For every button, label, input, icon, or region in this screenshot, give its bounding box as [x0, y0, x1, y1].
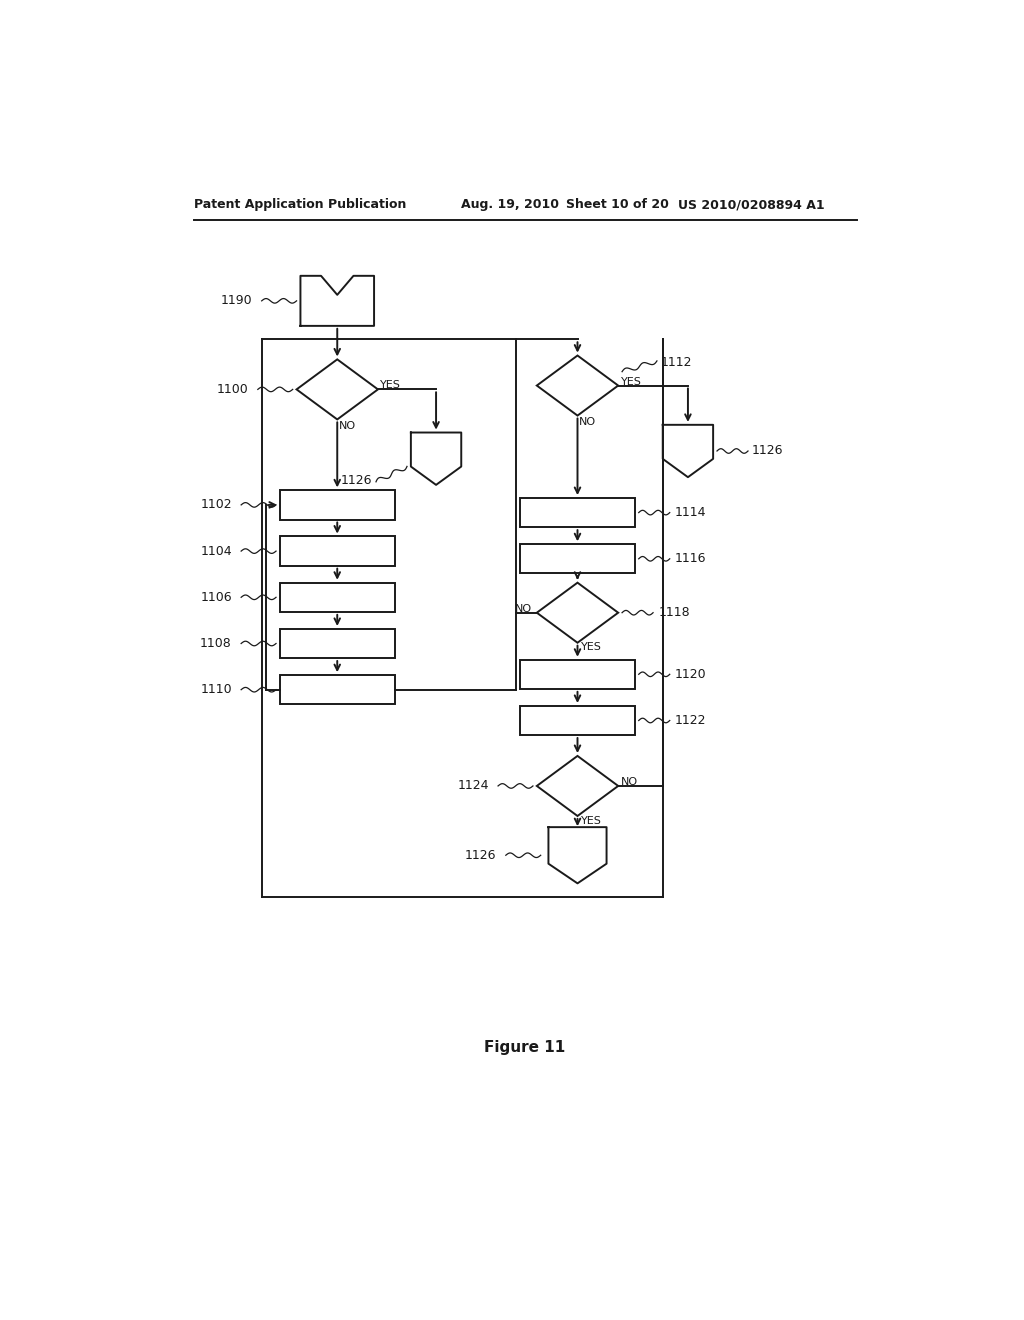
Polygon shape: [663, 425, 713, 478]
Bar: [280, 536, 394, 566]
Bar: [280, 628, 394, 659]
Text: 1102: 1102: [201, 499, 231, 511]
Bar: [520, 706, 635, 735]
Text: YES: YES: [621, 378, 641, 388]
Polygon shape: [411, 433, 461, 484]
Polygon shape: [537, 582, 618, 643]
Polygon shape: [300, 276, 374, 326]
Bar: [280, 675, 394, 705]
Text: 1114: 1114: [675, 506, 707, 519]
Text: YES: YES: [582, 643, 602, 652]
Text: NO: NO: [621, 777, 638, 787]
Text: NO: NO: [579, 417, 596, 426]
Text: US 2010/0208894 A1: US 2010/0208894 A1: [678, 198, 825, 211]
Bar: [520, 660, 635, 689]
Polygon shape: [297, 359, 378, 420]
Text: 1120: 1120: [675, 668, 707, 681]
Text: 1190: 1190: [221, 294, 252, 308]
Text: Sheet 10 of 20: Sheet 10 of 20: [566, 198, 669, 211]
Bar: [280, 582, 394, 612]
Text: 1108: 1108: [200, 638, 231, 649]
Text: Patent Application Publication: Patent Application Publication: [194, 198, 407, 211]
Polygon shape: [537, 355, 618, 416]
Text: 1110: 1110: [201, 684, 231, 696]
Bar: [520, 498, 635, 527]
Bar: [280, 490, 394, 520]
Text: 1106: 1106: [201, 591, 231, 603]
Bar: [520, 544, 635, 573]
Text: NO: NO: [339, 421, 356, 430]
Text: 1116: 1116: [675, 552, 707, 565]
Text: 1112: 1112: [660, 356, 692, 370]
Text: 1124: 1124: [458, 779, 488, 792]
Polygon shape: [537, 756, 618, 816]
Text: NO: NO: [515, 603, 532, 614]
Text: 1126: 1126: [465, 849, 497, 862]
Text: Figure 11: Figure 11: [484, 1040, 565, 1055]
Text: 1126: 1126: [752, 445, 783, 458]
Text: Aug. 19, 2010: Aug. 19, 2010: [461, 198, 559, 211]
Text: YES: YES: [380, 380, 401, 389]
Polygon shape: [549, 828, 606, 883]
Text: 1118: 1118: [658, 606, 690, 619]
Text: 1100: 1100: [217, 383, 249, 396]
Text: 1122: 1122: [675, 714, 707, 727]
Text: 1126: 1126: [341, 474, 372, 487]
Text: 1104: 1104: [201, 545, 231, 557]
Text: YES: YES: [582, 816, 602, 825]
